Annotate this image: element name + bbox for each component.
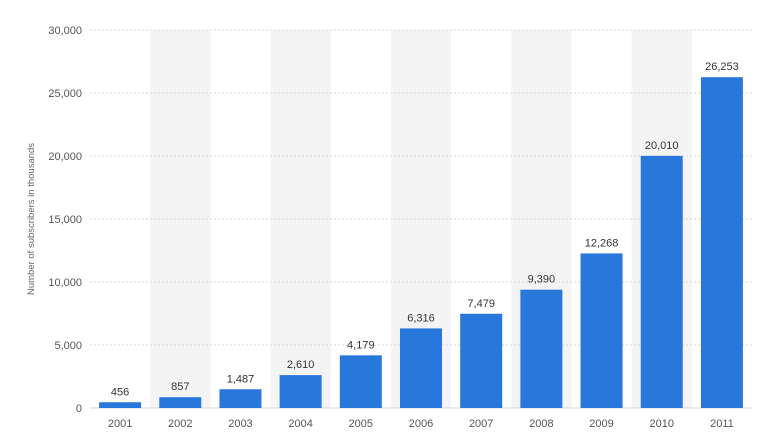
bar-2010 [640,155,683,408]
x-axis-ticks: 2001 2002 2003 2004 2005 2006 2007 2008 2009 2010… [108,418,734,430]
data-labels: 456 857 1,487 2,610 4,179 6,316 7,479 9,390 12,2… [111,61,739,398]
data-label-2003: 1,487 [227,373,255,385]
y-axis-ticks: 0 5,000 10,000 15,000 20,000 25,000 30,000 [48,25,82,415]
data-label-2010: 20,010 [645,140,679,152]
x-tick-label: 2004 [288,418,312,430]
bar-2011 [700,77,743,409]
data-label-2005: 4,179 [347,339,375,351]
bar-2001 [99,402,142,408]
data-label-2004: 2,610 [287,359,315,371]
bar-2008 [520,289,563,408]
data-label-2006: 6,316 [407,312,435,324]
bar-2006 [400,328,442,408]
data-label-2011: 26,253 [705,61,739,73]
y-tick-label: 0 [76,403,82,415]
data-label-2007: 7,479 [467,298,495,310]
x-tick-label: 2001 [108,418,132,430]
x-tick-label: 2008 [529,418,553,430]
data-label-2001: 456 [111,386,129,398]
bars [99,77,743,409]
bar-2002 [159,397,202,408]
x-tick-label: 2009 [589,418,613,430]
bar-2007 [460,313,503,408]
data-label-2008: 9,390 [528,274,556,286]
background-band [150,30,211,408]
y-tick-label: 25,000 [48,88,82,100]
x-tick-label: 2006 [409,418,433,430]
data-label-2009: 12,268 [585,237,619,249]
y-tick-label: 30,000 [48,25,82,37]
y-tick-label: 20,000 [48,151,82,163]
x-tick-label: 2003 [228,418,252,430]
bar-2004 [279,375,322,408]
y-tick-label: 10,000 [48,277,82,289]
y-axis-title: Number of subscribers in thousands [26,143,37,295]
x-tick-label: 2011 [710,418,734,430]
x-tick-label: 2007 [469,418,493,430]
y-tick-label: 15,000 [48,214,82,226]
background-band [270,30,331,408]
bar-2009 [580,253,623,408]
x-tick-label: 2005 [349,418,373,430]
y-tick-label: 5,000 [54,340,82,352]
x-tick-label: 2010 [649,418,673,430]
bar-2005 [339,355,382,408]
data-label-2002: 857 [171,381,189,393]
x-tick-label: 2002 [168,418,192,430]
bar-2003 [219,389,262,408]
